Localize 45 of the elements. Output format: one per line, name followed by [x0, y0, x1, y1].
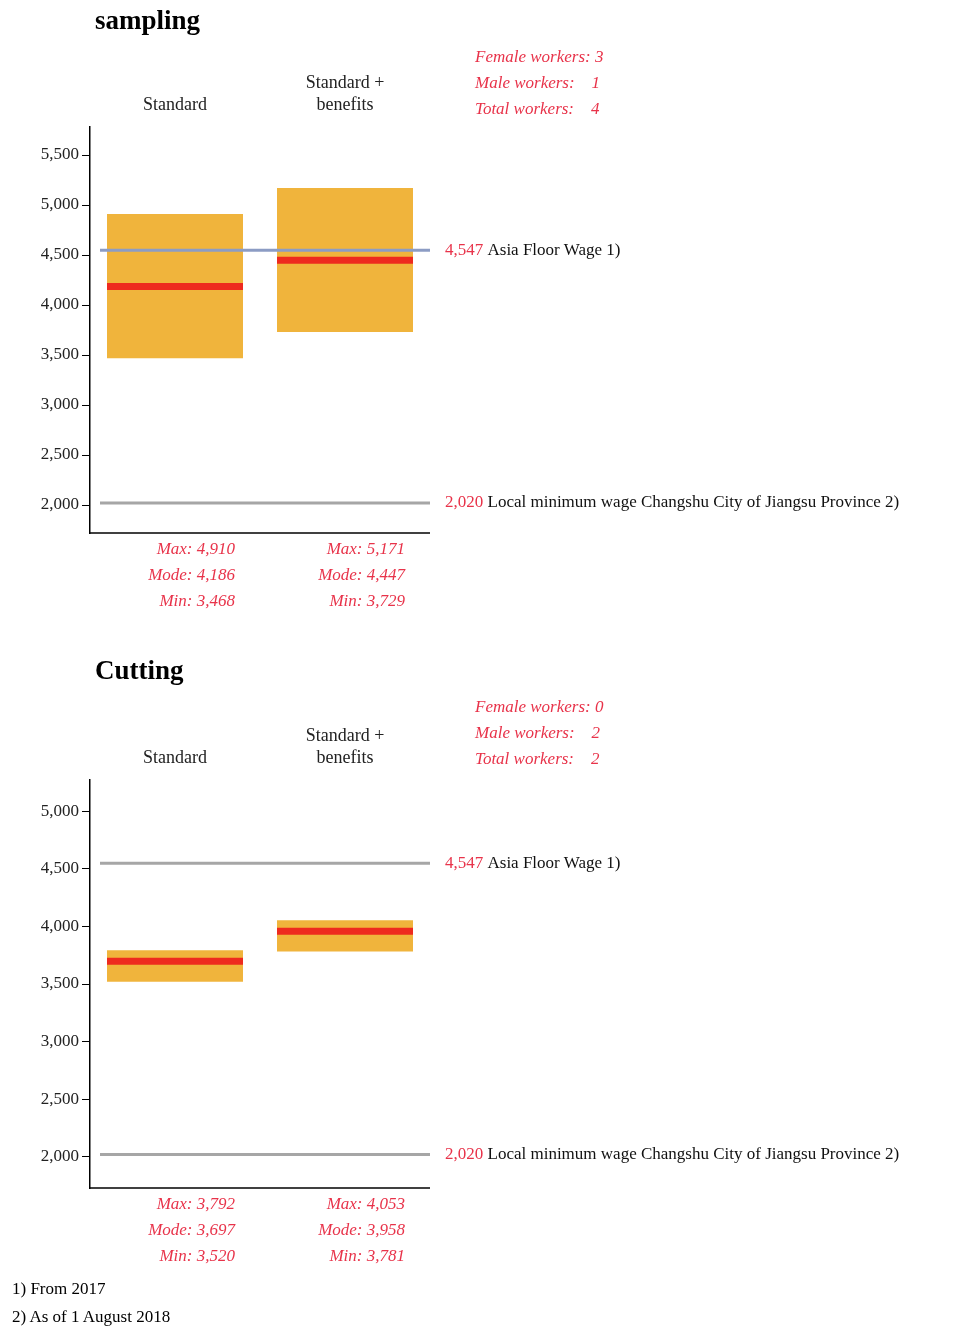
- y-tick-label: 2,000: [40, 1146, 79, 1166]
- text: 2) As of 1 August 2018: [11, 1306, 172, 1328]
- chart-title: Cutting: [94, 654, 185, 687]
- text: Female workers: 0: [474, 697, 604, 717]
- ref-line-label: 4,547 Asia Floor Wage 1): [445, 852, 621, 872]
- text: Male workers: 2: [474, 723, 601, 743]
- x-tick-label: Standard: [143, 93, 207, 114]
- text: Min: 3,781: [328, 1246, 405, 1266]
- x-tick-label: Standard + benefits: [305, 72, 385, 114]
- y-tick-label: 5,000: [40, 800, 79, 820]
- text: Max: 4,053: [325, 1194, 405, 1214]
- text: 1) From 2017: [11, 1278, 107, 1300]
- y-tick-label: 3,500: [40, 344, 79, 364]
- text: Min: 3,520: [158, 1246, 236, 1266]
- text: Max: 5,171: [325, 539, 405, 559]
- ref-line-label: 4,547 Asia Floor Wage 1): [445, 239, 621, 259]
- x-tick-label: Standard + benefits: [305, 725, 385, 767]
- ref-line-label: 2,020 Local minimum wage Changshu City of Jiangsu Province 2): [445, 1144, 900, 1164]
- text: Female workers: 3: [474, 47, 604, 67]
- text: Mode: 4,186: [147, 565, 236, 585]
- y-tick-label: 3,000: [40, 1031, 79, 1051]
- text: Total workers: 2: [475, 749, 601, 769]
- y-tick-label: 2,500: [40, 1088, 79, 1108]
- text: Mode: 4,447: [317, 565, 407, 585]
- y-tick-label: 2,500: [40, 444, 79, 464]
- text: Total workers: 4: [475, 99, 601, 119]
- chart-title: sampling: [94, 4, 202, 37]
- y-tick-label: 4,000: [40, 294, 79, 314]
- y-tick-label: 2,000: [40, 494, 79, 514]
- text: Mode: 3,697: [147, 1220, 237, 1240]
- ref-line-label: 2,020 Local minimum wage Changshu City of Jiangsu Province 2): [445, 492, 900, 512]
- y-tick-label: 5,000: [40, 194, 79, 214]
- text: Max: 3,792: [155, 1194, 236, 1214]
- text: Min: 3,468: [158, 591, 236, 611]
- y-tick-label: 4,000: [40, 915, 79, 935]
- y-tick-label: 3,500: [40, 973, 79, 993]
- text: Mode: 3,958: [317, 1220, 406, 1240]
- y-tick-label: 4,500: [40, 244, 79, 264]
- text: Max: 4,910: [155, 539, 236, 559]
- y-tick-label: 5,500: [40, 144, 79, 164]
- text: Min: 3,729: [328, 591, 406, 611]
- x-tick-label: Standard: [143, 746, 207, 767]
- y-tick-label: 3,000: [40, 394, 79, 414]
- text: Male workers: 1: [474, 73, 601, 93]
- y-tick-label: 4,500: [40, 858, 79, 878]
